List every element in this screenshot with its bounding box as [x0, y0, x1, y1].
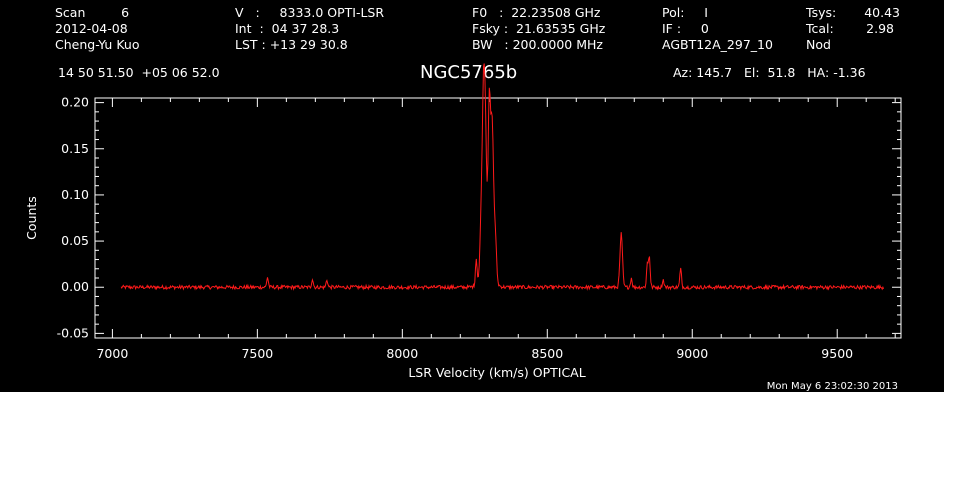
rest-frequency: F0 : 22.23508 GHz [472, 5, 601, 20]
scan-label: Scan 6 [55, 5, 130, 20]
y-tick-labels: -0.05 0.00 0.05 0.10 0.15 0.20 [57, 95, 89, 341]
x-axis-title: LSR Velocity (km/s) OPTICAL [408, 365, 585, 380]
y-tick-label: 0.05 [61, 233, 89, 248]
integration-time: Int : 04 37 28.3 [235, 21, 340, 36]
tcal-label: Tcal: [806, 21, 834, 36]
y-tick-label: -0.05 [57, 325, 89, 340]
polarization: Pol: I [662, 5, 708, 20]
plot-frame [94, 97, 902, 339]
x-tick-label: 8000 [386, 346, 418, 361]
tcal-value: 2.98 [866, 21, 894, 36]
y-axis-title: Counts [24, 196, 39, 240]
source-coordinates: 14 50 51.50 +05 06 52.0 [58, 65, 220, 80]
if-number: IF : 0 [662, 21, 709, 36]
y-tick-label: 0.10 [61, 187, 89, 202]
axis-ticks [95, 98, 901, 338]
tsys-value: 40.43 [864, 5, 900, 20]
spectrum-line [120, 63, 885, 291]
lst-value: LST : +13 29 30.8 [235, 37, 348, 52]
observer-name: Cheng-Yu Kuo [55, 37, 140, 52]
y-tick-label: 0.20 [61, 95, 89, 110]
x-tick-labels: 7000 7500 8000 8500 9000 9500 [96, 346, 853, 361]
obs-date: 2012-04-08 [55, 21, 128, 36]
x-tick-label: 7000 [96, 346, 128, 361]
velocity-label: V : 8333.0 OPTI-LSR [235, 5, 385, 20]
x-tick-label: 9500 [821, 346, 853, 361]
object-name: NGC5765b [420, 62, 518, 83]
x-tick-label: 8500 [531, 346, 563, 361]
project-id: AGBT12A_297_10 [662, 37, 773, 52]
x-tick-label: 9000 [676, 346, 708, 361]
y-tick-label: 0.00 [61, 279, 89, 294]
timestamp: Mon May 6 23:02:30 2013 [767, 381, 898, 392]
plot-window: Scan 6 2012-04-08 Cheng-Yu Kuo V : 8333.… [0, 0, 944, 392]
spectrum-chart: 7000 7500 8000 8500 9000 9500 -0.05 0.00 0.05 0.… [24, 63, 902, 392]
y-tick-label: 0.15 [61, 141, 89, 156]
switching-mode: Nod [806, 37, 831, 52]
x-tick-label: 7500 [241, 346, 273, 361]
az-el-ha: Az: 145.7 El: 51.8 HA: -1.36 [673, 65, 866, 80]
tsys-label: Tsys: [806, 5, 837, 20]
bandwidth: BW : 200.0000 MHz [472, 37, 603, 52]
sky-frequency: Fsky : 21.63535 GHz [472, 21, 606, 36]
